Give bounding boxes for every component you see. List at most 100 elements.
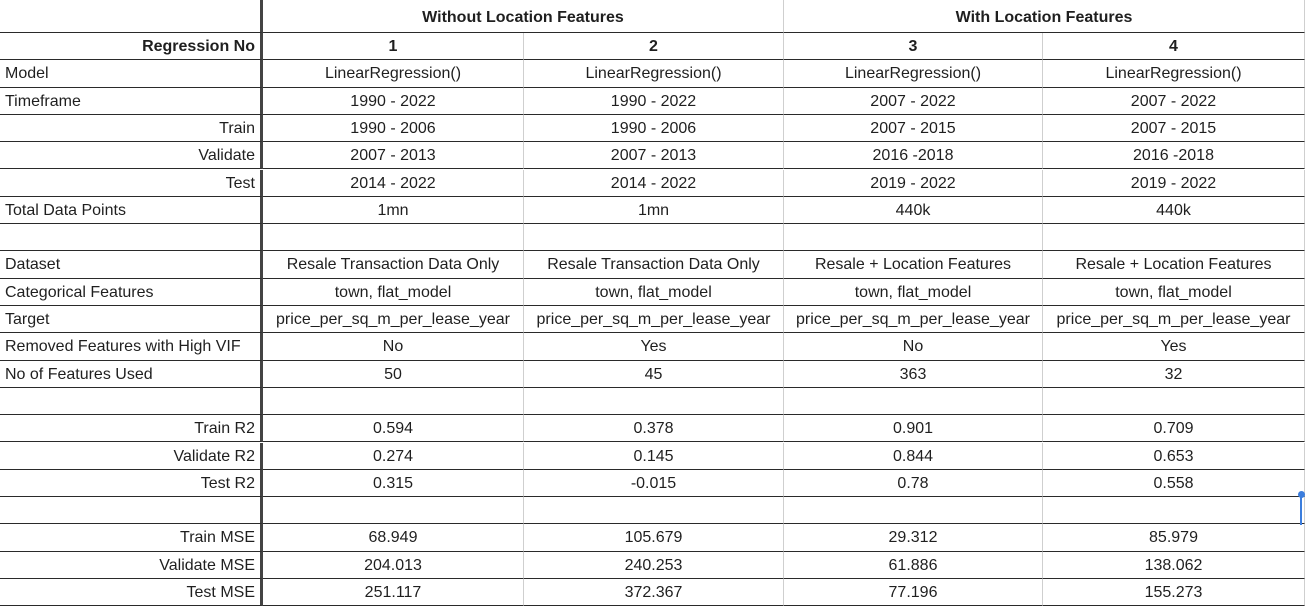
table-cell[interactable]: 1mn [524, 196, 784, 225]
table-cell[interactable]: No [263, 333, 524, 361]
table-cell[interactable]: 45 [524, 360, 784, 388]
row-label[interactable]: Categorical Features [0, 278, 263, 306]
table-cell[interactable] [1043, 387, 1305, 416]
table-cell[interactable]: 2016 -2018 [784, 142, 1043, 170]
table-cell[interactable]: 0.378 [524, 415, 784, 443]
row-label[interactable]: Validate [0, 142, 263, 170]
table-cell[interactable]: 32 [1043, 360, 1305, 388]
table-cell[interactable]: 1990 - 2006 [524, 114, 784, 143]
table-cell[interactable]: 1 [263, 33, 524, 61]
table-cell[interactable] [524, 497, 784, 525]
table-cell[interactable] [263, 387, 524, 416]
table-cell[interactable]: 138.062 [1043, 551, 1305, 579]
table-cell[interactable]: 1990 - 2022 [263, 87, 524, 115]
table-cell[interactable]: Resale + Location Features [784, 251, 1043, 279]
table-cell[interactable]: 2014 - 2022 [524, 169, 784, 197]
table-cell[interactable]: 251.117 [263, 579, 524, 607]
table-cell[interactable] [1043, 497, 1305, 525]
selection-fill-handle[interactable] [1298, 491, 1305, 498]
table-cell[interactable]: 2014 - 2022 [263, 169, 524, 197]
table-cell[interactable] [263, 497, 524, 525]
table-cell[interactable] [524, 224, 784, 252]
table-cell[interactable]: 0.709 [1043, 415, 1305, 443]
table-cell[interactable] [263, 224, 524, 252]
table-cell[interactable]: price_per_sq_m_per_lease_year [1043, 306, 1305, 334]
row-label[interactable]: Test MSE [0, 579, 263, 607]
table-cell[interactable]: 2019 - 2022 [1043, 169, 1305, 197]
table-cell[interactable]: 61.886 [784, 551, 1043, 579]
table-cell[interactable]: 29.312 [784, 524, 1043, 552]
table-cell[interactable]: Yes [1043, 333, 1305, 361]
header-corner-cell[interactable] [0, 0, 263, 33]
table-cell[interactable]: 240.253 [524, 551, 784, 579]
table-cell[interactable]: 2016 -2018 [1043, 142, 1305, 170]
table-cell[interactable]: 2007 - 2013 [263, 142, 524, 170]
table-cell[interactable]: 1990 - 2006 [263, 114, 524, 143]
table-cell[interactable] [784, 497, 1043, 525]
row-label[interactable]: Train [0, 114, 263, 143]
table-cell[interactable]: price_per_sq_m_per_lease_year [784, 306, 1043, 334]
row-label[interactable] [0, 224, 263, 252]
table-cell[interactable] [784, 224, 1043, 252]
table-cell[interactable]: 0.844 [784, 442, 1043, 470]
row-label[interactable]: Dataset [0, 251, 263, 279]
row-label[interactable]: Test [0, 169, 263, 197]
row-label[interactable]: Validate MSE [0, 551, 263, 579]
table-cell[interactable]: 1mn [263, 196, 524, 225]
table-cell[interactable]: 363 [784, 360, 1043, 388]
row-label[interactable]: Target [0, 306, 263, 334]
table-cell[interactable]: 85.979 [1043, 524, 1305, 552]
table-cell[interactable]: town, flat_model [524, 278, 784, 306]
row-label[interactable]: Train R2 [0, 415, 263, 443]
group-header-without-location[interactable]: Without Location Features [263, 0, 784, 33]
table-cell[interactable]: 2007 - 2022 [1043, 87, 1305, 115]
row-label[interactable]: Timeframe [0, 87, 263, 115]
row-label[interactable]: Regression No [0, 33, 263, 61]
table-cell[interactable]: 50 [263, 360, 524, 388]
table-cell[interactable]: LinearRegression() [1043, 60, 1305, 88]
table-cell[interactable]: 2007 - 2022 [784, 87, 1043, 115]
table-cell[interactable]: 4 [1043, 33, 1305, 61]
table-cell[interactable]: 0.594 [263, 415, 524, 443]
table-cell[interactable]: 3 [784, 33, 1043, 61]
table-cell[interactable]: 0.558 [1043, 469, 1305, 498]
table-cell[interactable]: town, flat_model [263, 278, 524, 306]
row-label[interactable]: Removed Features with High VIF [0, 333, 263, 361]
table-cell[interactable]: Yes [524, 333, 784, 361]
table-cell[interactable] [784, 387, 1043, 416]
table-cell[interactable] [1043, 224, 1305, 252]
group-header-with-location[interactable]: With Location Features [784, 0, 1305, 33]
table-cell[interactable]: 2 [524, 33, 784, 61]
row-label[interactable]: Model [0, 60, 263, 88]
row-label[interactable]: No of Features Used [0, 360, 263, 388]
table-cell[interactable] [524, 387, 784, 416]
table-cell[interactable]: 0.274 [263, 442, 524, 470]
table-cell[interactable]: 440k [1043, 196, 1305, 225]
table-cell[interactable]: 2007 - 2013 [524, 142, 784, 170]
row-label[interactable]: Train MSE [0, 524, 263, 552]
row-label[interactable] [0, 387, 263, 416]
table-cell[interactable]: -0.015 [524, 469, 784, 498]
table-cell[interactable]: town, flat_model [784, 278, 1043, 306]
table-cell[interactable]: 0.315 [263, 469, 524, 498]
table-cell[interactable]: 68.949 [263, 524, 524, 552]
table-cell[interactable]: 440k [784, 196, 1043, 225]
row-label[interactable]: Validate R2 [0, 442, 263, 470]
table-cell[interactable]: 0.901 [784, 415, 1043, 443]
table-cell[interactable]: 155.273 [1043, 579, 1305, 607]
table-cell[interactable]: 372.367 [524, 579, 784, 607]
table-cell[interactable]: Resale Transaction Data Only [524, 251, 784, 279]
table-cell[interactable]: 1990 - 2022 [524, 87, 784, 115]
table-cell[interactable]: No [784, 333, 1043, 361]
table-cell[interactable]: price_per_sq_m_per_lease_year [524, 306, 784, 334]
table-cell[interactable]: 204.013 [263, 551, 524, 579]
table-cell[interactable]: 0.145 [524, 442, 784, 470]
row-label[interactable]: Total Data Points [0, 196, 263, 225]
table-cell[interactable]: LinearRegression() [524, 60, 784, 88]
table-cell[interactable]: 2007 - 2015 [784, 114, 1043, 143]
table-cell[interactable]: 0.78 [784, 469, 1043, 498]
table-cell[interactable]: Resale Transaction Data Only [263, 251, 524, 279]
table-cell[interactable]: 77.196 [784, 579, 1043, 607]
table-cell[interactable]: town, flat_model [1043, 278, 1305, 306]
row-label[interactable] [0, 497, 263, 525]
